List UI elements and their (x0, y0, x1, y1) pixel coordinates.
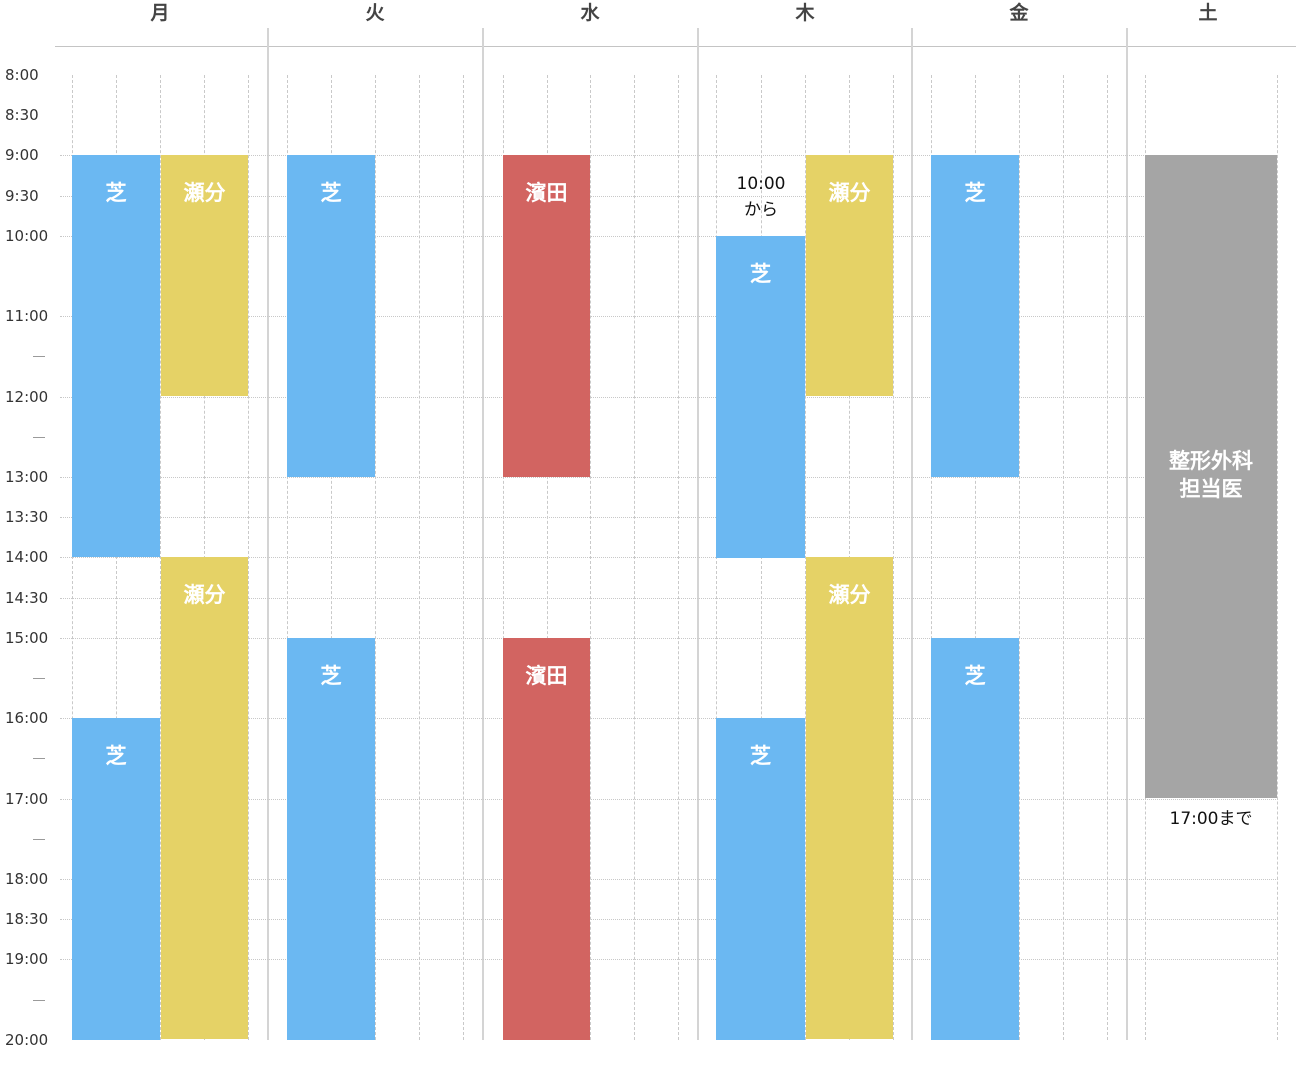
time-label: 9:30 (5, 187, 39, 205)
shift-block: 濱田 (503, 638, 590, 1040)
shift-block: 芝 (287, 155, 375, 477)
shift-block: 芝 (931, 638, 1019, 1040)
time-label: 14:00 (5, 548, 49, 566)
grid-hour-line (60, 598, 1278, 599)
grid-hour-line (60, 236, 1278, 237)
shift-block: 瀬分 (806, 557, 893, 1039)
shift-block: 瀬分 (161, 155, 248, 396)
schedule-note: 10:00 から (736, 174, 786, 220)
grid-hour-line (60, 799, 1278, 800)
shift-doctor-label: 芝 (105, 744, 127, 768)
day-column-separator (911, 28, 913, 1040)
shift-doctor-label: 芝 (964, 181, 986, 205)
time-tick-mark (33, 839, 45, 840)
day-header: 水 (580, 2, 600, 24)
time-label: 9:00 (5, 146, 39, 164)
day-header: 木 (795, 2, 815, 24)
time-label: 19:00 (5, 950, 49, 968)
shift-doctor-label: 瀬分 (828, 181, 871, 205)
grid-hour-line (60, 879, 1278, 880)
time-label: 20:00 (5, 1031, 49, 1049)
shift-doctor-label: 芝 (105, 181, 127, 205)
time-tick-mark (33, 356, 45, 357)
time-tick-mark (33, 1000, 45, 1001)
shift-doctor-label: 芝 (964, 664, 986, 688)
grid-hour-line (60, 196, 1278, 197)
shift-doctor-label: 芝 (750, 744, 771, 768)
time-tick-mark (33, 437, 45, 438)
time-tick-mark (33, 678, 45, 679)
shift-doctor-label: 瀬分 (183, 181, 226, 205)
shift-doctor-label: 瀬分 (183, 583, 226, 607)
time-label: 17:00 (5, 790, 49, 808)
time-label: 8:00 (5, 66, 39, 84)
shift-doctor-label: 芝 (750, 262, 771, 286)
shift-block: 芝 (287, 638, 375, 1040)
grid-hour-line (60, 316, 1278, 317)
header-divider (55, 46, 1296, 47)
time-label: 10:00 (5, 227, 49, 245)
time-label: 18:30 (5, 910, 49, 928)
shift-block: 瀬分 (161, 557, 248, 1039)
time-label: 11:00 (5, 307, 49, 325)
day-column-separator (267, 28, 269, 1040)
grid-hour-line (60, 517, 1278, 518)
shift-block: 瀬分 (806, 155, 893, 396)
shift-doctor-label: 瀬分 (828, 583, 871, 607)
grid-hour-line (60, 919, 1278, 920)
shift-block: 濱田 (503, 155, 590, 477)
shift-block: 芝 (716, 718, 805, 1040)
time-label: 13:00 (5, 468, 49, 486)
shift-doctor-label: 濱田 (525, 181, 568, 205)
grid-hour-line (60, 155, 1278, 156)
grid-hour-line (60, 477, 1278, 478)
time-label: 18:00 (5, 870, 49, 888)
grid-hour-line (60, 557, 1278, 558)
time-label: 14:30 (5, 589, 49, 607)
shift-doctor-label: 芝 (320, 664, 342, 688)
grid-hour-line (60, 397, 1278, 398)
time-label: 8:30 (5, 106, 39, 124)
day-column-separator (1126, 28, 1128, 1040)
grid-hour-line (60, 959, 1278, 960)
grid-hour-line (60, 718, 1278, 719)
shift-doctor-label: 芝 (320, 181, 342, 205)
shift-block: 整形外科 担当医 (1145, 155, 1277, 798)
time-label: 15:00 (5, 629, 49, 647)
day-header: 月 (150, 2, 170, 24)
time-tick-mark (33, 758, 45, 759)
day-header: 土 (1198, 2, 1218, 24)
time-label: 16:00 (5, 709, 49, 727)
schedule-note: 17:00まで (1169, 809, 1253, 829)
shift-block: 芝 (931, 155, 1019, 477)
grid-hour-line (60, 638, 1278, 639)
day-header: 火 (365, 2, 385, 24)
time-label: 12:00 (5, 388, 49, 406)
day-header: 金 (1009, 2, 1029, 24)
shift-block: 芝 (72, 155, 160, 557)
time-label: 13:30 (5, 508, 49, 526)
shift-doctor-label: 濱田 (525, 664, 568, 688)
day-column-separator (482, 28, 484, 1040)
shift-block: 芝 (716, 236, 805, 558)
shift-doctor-label: 整形外科 担当医 (1169, 448, 1253, 501)
day-column-separator (697, 28, 699, 1040)
shift-block: 芝 (72, 718, 160, 1040)
